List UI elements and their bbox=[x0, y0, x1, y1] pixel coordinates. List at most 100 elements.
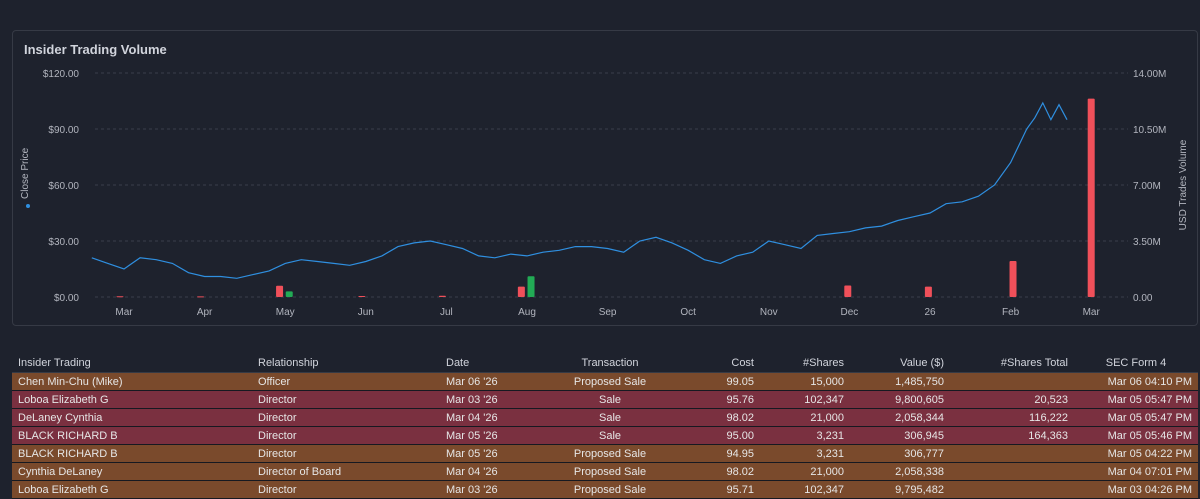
transaction-cell: Sale bbox=[550, 390, 670, 409]
sec-form-link[interactable]: Mar 05 05:47 PM bbox=[1074, 390, 1198, 409]
cost-cell: 95.00 bbox=[670, 426, 760, 445]
y-right-axis-title: USD Trades Volume bbox=[1178, 139, 1189, 230]
x-tick-label: Nov bbox=[760, 307, 778, 318]
date-cell: Mar 03 '26 bbox=[440, 390, 550, 409]
y-left-tick-label: $60.00 bbox=[48, 181, 79, 192]
sec-form-link[interactable]: Mar 03 04:26 PM bbox=[1074, 480, 1198, 499]
relationship-cell: Director bbox=[252, 480, 440, 499]
x-tick-label: Apr bbox=[197, 307, 213, 318]
insider-link[interactable]: Cynthia DeLaney bbox=[12, 462, 252, 481]
header-relationship[interactable]: Relationship bbox=[252, 354, 440, 373]
buy-volume-bar bbox=[527, 276, 535, 297]
transaction-cell: Sale bbox=[550, 408, 670, 427]
y-right-tick-label: 10.50M bbox=[1133, 125, 1166, 136]
date-cell: Mar 04 '26 bbox=[440, 408, 550, 427]
sec-form-link[interactable]: Mar 05 04:22 PM bbox=[1074, 444, 1198, 463]
sec-form-link[interactable]: Mar 06 04:10 PM bbox=[1074, 372, 1198, 391]
shares-total-cell bbox=[950, 480, 1074, 499]
sale-volume-bar bbox=[517, 286, 525, 297]
sec-form-link[interactable]: Mar 05 05:46 PM bbox=[1074, 426, 1198, 445]
header-sec-form[interactable]: SEC Form 4 bbox=[1074, 354, 1198, 373]
shares-total-cell bbox=[950, 372, 1074, 391]
cost-cell: 95.71 bbox=[670, 480, 760, 499]
y-left-tick-label: $90.00 bbox=[48, 125, 79, 136]
sale-volume-bar bbox=[1087, 98, 1095, 297]
shares-total-cell: 116,222 bbox=[950, 408, 1074, 427]
shares-total-cell: 20,523 bbox=[950, 390, 1074, 409]
relationship-cell: Director bbox=[252, 426, 440, 445]
transaction-cell: Sale bbox=[550, 426, 670, 445]
buy-volume-bar bbox=[285, 291, 293, 297]
value-cell: 306,777 bbox=[850, 444, 950, 463]
table-row: DeLaney Cynthia Director Mar 04 '26 Sale… bbox=[12, 408, 1198, 427]
y-left-tick-label: $120.00 bbox=[43, 69, 80, 80]
x-tick-label: Dec bbox=[841, 307, 859, 318]
header-date[interactable]: Date bbox=[440, 354, 550, 373]
shares-total-cell bbox=[950, 444, 1074, 463]
insider-link[interactable]: Loboa Elizabeth G bbox=[12, 390, 252, 409]
insider-link[interactable]: DeLaney Cynthia bbox=[12, 408, 252, 427]
header-shares[interactable]: #Shares bbox=[760, 354, 850, 373]
panel-title: Insider Trading Volume bbox=[24, 42, 167, 57]
shares-cell: 15,000 bbox=[760, 372, 850, 391]
header-insider[interactable]: Insider Trading bbox=[12, 354, 252, 373]
cost-cell: 98.02 bbox=[670, 462, 760, 481]
y-right-tick-label: 14.00M bbox=[1133, 69, 1166, 80]
table-header-row: Insider Trading Relationship Date Transa… bbox=[12, 354, 1198, 373]
y-left-tick-label: $0.00 bbox=[54, 293, 79, 304]
value-cell: 2,058,344 bbox=[850, 408, 950, 427]
insider-link[interactable]: Chen Min-Chu (Mike) bbox=[12, 372, 252, 391]
insider-link[interactable]: BLACK RICHARD B bbox=[12, 426, 252, 445]
cost-cell: 94.95 bbox=[670, 444, 760, 463]
value-cell: 1,485,750 bbox=[850, 372, 950, 391]
table-row: Loboa Elizabeth G Director Mar 03 '26 Pr… bbox=[12, 480, 1198, 499]
legend-dot bbox=[26, 204, 30, 208]
date-cell: Mar 04 '26 bbox=[440, 462, 550, 481]
shares-cell: 3,231 bbox=[760, 444, 850, 463]
table-row: Loboa Elizabeth G Director Mar 03 '26 Sa… bbox=[12, 390, 1198, 409]
x-tick-label: Jul bbox=[440, 307, 453, 318]
insider-link[interactable]: Loboa Elizabeth G bbox=[12, 480, 252, 499]
header-transaction[interactable]: Transaction bbox=[550, 354, 670, 373]
shares-cell: 102,347 bbox=[760, 390, 850, 409]
sale-volume-bar bbox=[358, 296, 366, 298]
y-left-axis-title: Close Price bbox=[20, 147, 31, 199]
insider-trading-volume-panel: Insider Trading Volume $120.00 14.00M $90.… bbox=[12, 30, 1198, 326]
x-tick-label: Sep bbox=[599, 307, 617, 318]
value-cell: 9,800,605 bbox=[850, 390, 950, 409]
sec-form-link[interactable]: Mar 04 07:01 PM bbox=[1074, 462, 1198, 481]
header-shares-total[interactable]: #Shares Total bbox=[950, 354, 1074, 373]
shares-cell: 21,000 bbox=[760, 462, 850, 481]
insider-link[interactable]: BLACK RICHARD B bbox=[12, 444, 252, 463]
sec-form-link[interactable]: Mar 05 05:47 PM bbox=[1074, 408, 1198, 427]
insider-trades-table: Insider Trading Relationship Date Transa… bbox=[12, 354, 1198, 499]
date-cell: Mar 03 '26 bbox=[440, 480, 550, 499]
header-cost[interactable]: Cost bbox=[670, 354, 760, 373]
sale-volume-bar bbox=[924, 286, 932, 297]
sale-volume-bar bbox=[438, 295, 446, 297]
relationship-cell: Director of Board bbox=[252, 462, 440, 481]
transaction-cell: Proposed Sale bbox=[550, 372, 670, 391]
sale-volume-bar bbox=[1009, 261, 1017, 297]
y-right-tick-label: 3.50M bbox=[1133, 237, 1161, 248]
insider-volume-chart[interactable]: $120.00 14.00M $90.00 10.50M $60.00 7.00M $30.… bbox=[13, 31, 1199, 327]
x-tick-label: Mar bbox=[1083, 307, 1101, 318]
shares-cell: 102,347 bbox=[760, 480, 850, 499]
date-cell: Mar 05 '26 bbox=[440, 426, 550, 445]
x-tick-label: Feb bbox=[1002, 307, 1020, 318]
header-value[interactable]: Value ($) bbox=[850, 354, 950, 373]
x-tick-label: May bbox=[276, 307, 295, 318]
table-row: BLACK RICHARD B Director Mar 05 '26 Prop… bbox=[12, 444, 1198, 463]
sale-volume-bar bbox=[116, 296, 124, 298]
date-cell: Mar 05 '26 bbox=[440, 444, 550, 463]
x-tick-label: Mar bbox=[115, 307, 133, 318]
shares-total-cell bbox=[950, 462, 1074, 481]
value-cell: 9,795,482 bbox=[850, 480, 950, 499]
relationship-cell: Director bbox=[252, 390, 440, 409]
x-tick-label: Oct bbox=[680, 307, 696, 318]
y-right-tick-label: 0.00 bbox=[1133, 293, 1153, 304]
y-left-tick-label: $30.00 bbox=[48, 237, 79, 248]
price-line bbox=[91, 101, 1068, 279]
relationship-cell: Director bbox=[252, 444, 440, 463]
x-tick-label: 26 bbox=[924, 307, 936, 318]
